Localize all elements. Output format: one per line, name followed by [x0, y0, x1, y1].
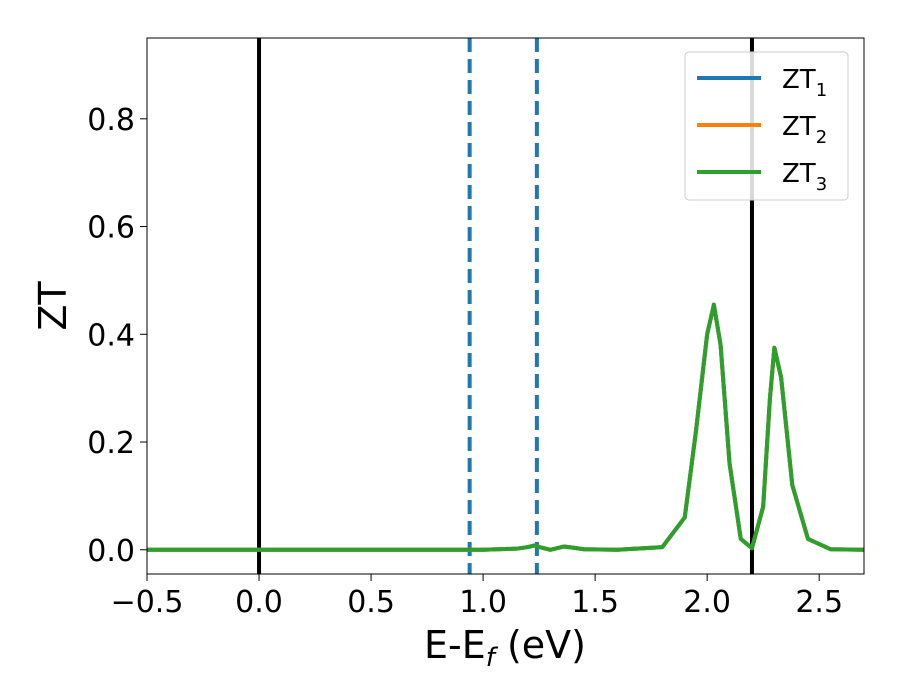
- reference-lines: [257, 38, 754, 574]
- y-axis-title: ZT: [31, 281, 75, 331]
- x-tick-label: 1.0: [459, 585, 507, 620]
- x-tick-label: 1.5: [571, 585, 619, 620]
- series-line-1: [147, 302, 864, 552]
- x-axis-title: E-Ef (eV): [424, 623, 586, 673]
- plot-frame: [146, 37, 865, 575]
- legend-label-3: ZT3: [782, 159, 827, 195]
- y-tick-label: 0.0: [87, 534, 135, 569]
- x-tick-label: 0.0: [235, 585, 283, 620]
- series-line-2: [147, 302, 864, 552]
- series-line-3: [147, 302, 864, 552]
- x-axis-title-unit: (eV): [495, 623, 586, 667]
- series-layer: [147, 302, 864, 552]
- legend-label-main: ZT: [782, 65, 816, 95]
- legend-label-main: ZT: [782, 112, 816, 142]
- legend-label-1: ZT1: [782, 65, 827, 101]
- legend-label-sub: 3: [816, 174, 827, 195]
- x-axis-title-main: E-E: [424, 623, 486, 667]
- legend-frame: [684, 51, 849, 201]
- legend-label-main: ZT: [782, 159, 816, 189]
- y-tick-label: 0.6: [87, 211, 135, 246]
- x-tick-label: 2.0: [683, 585, 731, 620]
- x-axis: −0.5 0.0 0.5 1.0 1.5 2.0 2.5: [111, 574, 843, 620]
- x-tick-label: 0.5: [347, 585, 395, 620]
- y-tick-label: 0.2: [87, 426, 135, 461]
- x-tick-label: 2.5: [795, 585, 843, 620]
- legend-label-sub: 1: [816, 80, 827, 101]
- x-tick-label: −0.5: [111, 585, 184, 620]
- y-tick-label: 0.8: [87, 103, 135, 138]
- legend-label-2: ZT2: [782, 112, 827, 148]
- y-axis: 0.0 0.2 0.4 0.6 0.8: [87, 103, 147, 569]
- y-tick-label: 0.4: [87, 318, 135, 353]
- legend-label-sub: 2: [816, 127, 827, 148]
